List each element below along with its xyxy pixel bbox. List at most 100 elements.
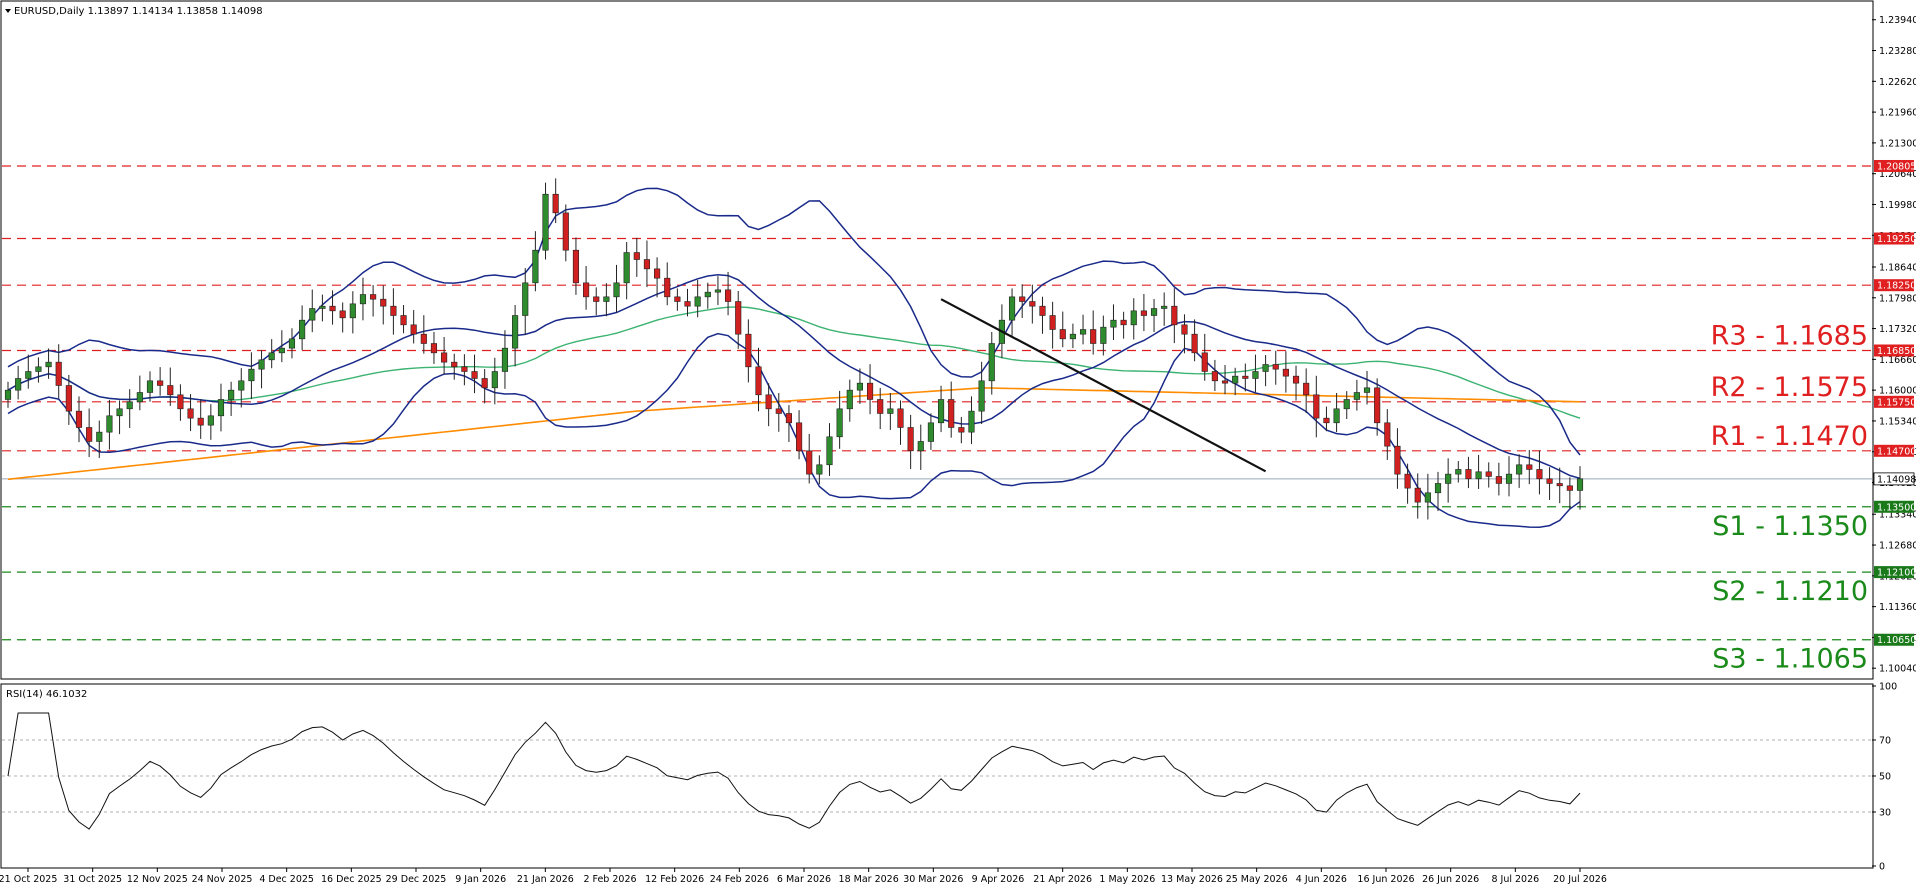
bearish-candle <box>877 399 884 414</box>
bullish-candle <box>319 305 326 309</box>
date-tick-label: 24 Feb 2026 <box>710 874 769 885</box>
bullish-candle <box>1130 310 1137 326</box>
bullish-candle <box>15 378 22 391</box>
date-tick-label: 21 Jan 2026 <box>517 874 574 885</box>
bullish-candle <box>1069 333 1076 340</box>
bearish-candle <box>866 382 874 400</box>
support-level-tag-text: 1.13500 <box>1877 502 1916 513</box>
bullish-candle <box>106 415 113 433</box>
date-tick-label: 12 Nov 2025 <box>127 874 188 885</box>
bullish-candle <box>532 249 539 284</box>
price-tick-label: 1.20640 <box>1879 169 1916 180</box>
bearish-candle <box>430 343 438 354</box>
bearish-candle <box>765 394 772 410</box>
bearish-candle <box>1292 375 1300 384</box>
bearish-candle <box>1171 305 1178 326</box>
date-tick-label: 9 Jan 2026 <box>455 874 506 885</box>
bearish-candle <box>643 259 651 270</box>
bearish-candle <box>1323 417 1330 424</box>
bullish-candle <box>299 319 306 340</box>
bullish-candle <box>704 291 711 298</box>
bearish-candle <box>339 310 346 319</box>
bullish-candle <box>126 401 133 410</box>
bullish-candle <box>1516 464 1523 475</box>
bearish-candle <box>380 298 387 307</box>
bearish-candle <box>1384 422 1391 447</box>
date-tick-label: 29 Dec 2025 <box>386 874 447 885</box>
bullish-candle <box>623 252 630 284</box>
price-tick-label: 1.23940 <box>1879 15 1916 26</box>
date-tick-label: 31 Oct 2025 <box>63 874 122 885</box>
bearish-candle <box>197 417 204 426</box>
price-tick-label: 1.16660 <box>1879 355 1916 366</box>
ma-green-line <box>7 306 1581 419</box>
bearish-candle <box>1374 387 1381 424</box>
bullish-candle <box>25 371 32 379</box>
date-tick-label: 16 Jun 2026 <box>1357 874 1414 885</box>
bullish-candle <box>116 408 123 417</box>
bullish-candle <box>4 389 12 400</box>
date-tick-label: 4 Dec 2025 <box>259 874 314 885</box>
price-tick-label: 1.18640 <box>1879 262 1916 273</box>
bearish-candle <box>461 366 468 372</box>
rsi-tick-label: 50 <box>1879 772 1891 783</box>
bullish-candle <box>826 436 833 466</box>
bullish-candle <box>1110 319 1117 328</box>
bullish-candle <box>136 392 143 403</box>
collapse-triangle-icon[interactable] <box>5 9 11 13</box>
bearish-candle <box>1201 352 1208 372</box>
bullish-candle <box>968 410 975 433</box>
bearish-candle <box>481 378 488 389</box>
bearish-candle <box>471 371 478 379</box>
bearish-candle <box>1394 445 1401 475</box>
bullish-candle <box>988 343 995 382</box>
rsi-line <box>7 712 1581 830</box>
price-tick-label: 1.13340 <box>1879 510 1916 521</box>
bullish-candle <box>1363 387 1371 393</box>
support-level-tag-box <box>1874 633 1914 646</box>
date-tick-label: 24 Nov 2025 <box>192 874 253 885</box>
date-tick-label: 21 Apr 2026 <box>1033 874 1092 885</box>
price-tick-label: 1.21960 <box>1879 108 1916 119</box>
bullish-candle <box>248 368 255 382</box>
bullish-candle <box>238 380 245 391</box>
bearish-candle <box>1059 329 1066 340</box>
bullish-candle <box>603 296 610 302</box>
bullish-candle <box>887 408 894 414</box>
bullish-candle <box>1505 473 1513 484</box>
band-lower-line <box>7 332 1581 529</box>
bullish-candle <box>258 359 265 370</box>
bullish-candle <box>35 366 42 372</box>
support-level-tag-text: 1.10650 <box>1877 635 1916 646</box>
bearish-candle <box>1485 471 1492 477</box>
price-tick-label: 1.12680 <box>1879 541 1916 552</box>
bullish-candle <box>1343 399 1350 410</box>
bullish-candle <box>522 282 529 316</box>
bullish-candle <box>1424 492 1431 503</box>
bullish-candle <box>1475 471 1482 480</box>
bearish-candle <box>1019 296 1026 302</box>
bullish-candle <box>96 431 103 442</box>
bullish-candle <box>1576 478 1584 491</box>
bullish-candle <box>1252 371 1259 379</box>
bullish-candle <box>349 303 356 319</box>
date-tick-label: 30 Mar 2026 <box>903 874 963 885</box>
extra-level-tag-box <box>1874 232 1914 245</box>
bearish-candle <box>583 282 590 298</box>
resistance-level-tag-text: 1.15750 <box>1877 397 1916 408</box>
bearish-candle <box>451 361 458 368</box>
bearish-candle <box>1211 371 1218 382</box>
bearish-candle <box>1303 382 1310 396</box>
bearish-candle <box>775 408 782 414</box>
bearish-candle <box>187 408 194 419</box>
date-tick-label: 4 Jun 2026 <box>1296 874 1347 885</box>
bearish-candle <box>795 422 803 452</box>
bearish-candle <box>390 305 397 316</box>
bullish-candle <box>1161 305 1168 309</box>
bearish-candle <box>1120 319 1127 326</box>
price-tick-label: 1.22620 <box>1879 77 1916 88</box>
bullish-candle <box>1333 408 1340 424</box>
bullish-candle <box>491 371 498 389</box>
bearish-candle <box>755 366 762 396</box>
